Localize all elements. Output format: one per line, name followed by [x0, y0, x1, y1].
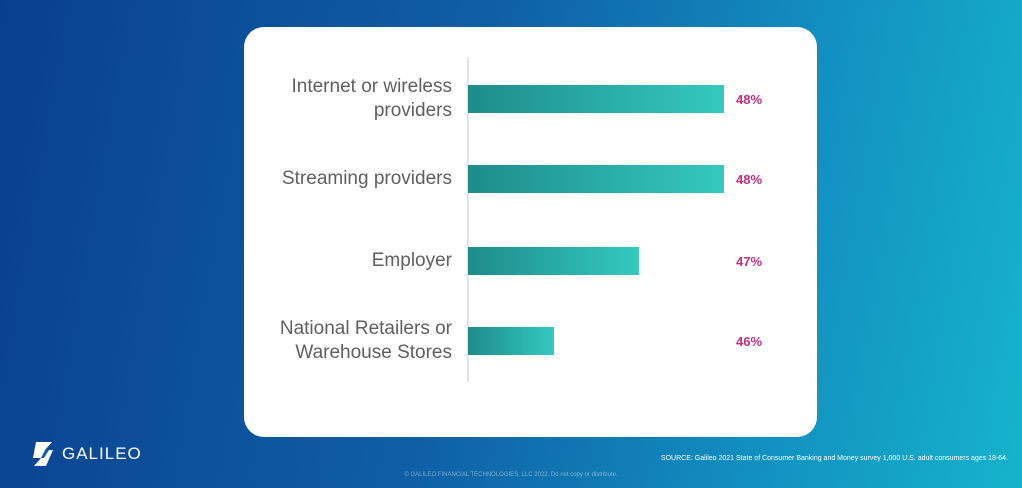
bar-1 [468, 165, 724, 193]
value-label-0: 48% [736, 92, 762, 107]
category-label-2: Employer [252, 249, 452, 273]
chart-card: 48% 48% 47% 46% Internet or wireless provide… [244, 27, 817, 437]
value-label-2: 47% [736, 254, 762, 269]
bar-2 [468, 247, 639, 275]
category-label-line: providers [373, 100, 452, 121]
bar-0 [468, 85, 724, 113]
category-label-line: Employer [371, 250, 452, 271]
copyright-note: © GALILEO FINANCIAL TECHNOLOGIES, LLC 20… [404, 472, 618, 478]
category-label-line: Internet or wireless [291, 76, 452, 97]
value-label-1: 48% [736, 172, 762, 187]
source-note: SOURCE: Galileo 2021 State of Consumer B… [660, 455, 1008, 462]
logo-text: GALILEO [62, 444, 142, 463]
value-label-3: 46% [736, 334, 762, 349]
galileo-logo-icon [33, 442, 53, 466]
bar-chart: 48% 48% 47% 46% [467, 57, 762, 382]
category-label-line: Warehouse Stores [295, 342, 452, 363]
category-label-0: Internet or wireless providers [252, 75, 452, 123]
galileo-logo: GALILEO [32, 441, 142, 467]
category-label-3: National Retailers or Warehouse Stores [252, 317, 452, 365]
bar-3 [468, 327, 554, 355]
category-label-line: Streaming providers [281, 168, 452, 189]
category-label-1: Streaming providers [252, 167, 452, 191]
category-label-line: National Retailers or [279, 318, 452, 339]
